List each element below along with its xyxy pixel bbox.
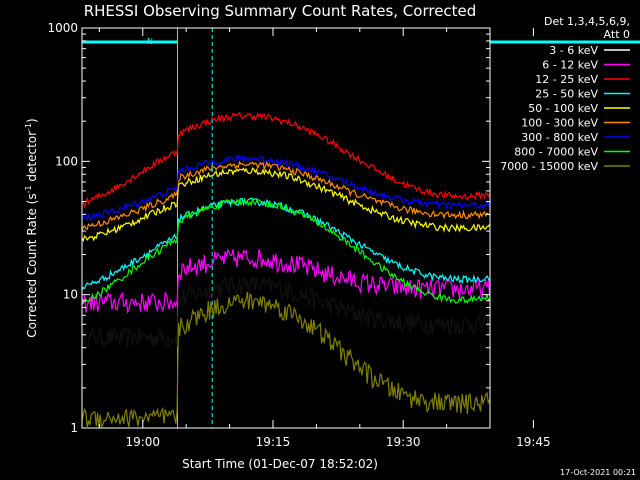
legend-label-6: 300 - 800 keV <box>521 131 598 144</box>
chart-title: RHESSI Observing Summary Count Rates, Co… <box>84 2 477 20</box>
series-line-8 <box>81 291 491 429</box>
x-tick-label-3: 19:45 <box>516 435 551 449</box>
legend-label-0: 3 - 6 keV <box>549 44 598 57</box>
series-line-5 <box>81 160 490 232</box>
series-line-0 <box>81 275 491 349</box>
x-tick-label-1: 19:15 <box>256 435 291 449</box>
y-tick-label-3: 1000 <box>47 21 78 35</box>
legend-label-1: 6 - 12 keV <box>542 59 598 72</box>
x-tick-label-2: 19:30 <box>386 435 421 449</box>
x-tick-label-0: 19:00 <box>125 435 160 449</box>
legend-label-8: 7000 - 15000 keV <box>500 160 598 173</box>
y-label-part1: Corrected Count Rate (s <box>25 193 39 337</box>
y-tick-label-0: 1 <box>70 421 78 435</box>
series-line-4 <box>81 167 491 243</box>
legend-label-5: 100 - 300 keV <box>521 117 598 130</box>
legend-label-2: 12 - 25 keV <box>535 73 598 86</box>
x-axis-label: Start Time (01-Dec-07 18:52:02) <box>182 457 378 471</box>
legend-label-3: 25 - 50 keV <box>535 88 598 101</box>
y-label-sup1: -1 <box>24 185 33 193</box>
y-tick-label-1: 10 <box>63 288 78 302</box>
legend-label-4: 50 - 100 keV <box>528 102 598 115</box>
y-label-sup2: -1 <box>24 123 33 131</box>
legend-label-7: 800 - 7000 keV <box>514 146 598 159</box>
legend-header-2: Att 0 <box>604 28 630 41</box>
series-line-7 <box>81 196 491 305</box>
y-axis: 1 10 100 1000 <box>47 21 490 435</box>
series-line-1 <box>81 248 491 314</box>
series-line-2 <box>81 111 491 209</box>
series-line-6 <box>81 153 491 223</box>
legend-header-1: Det 1,3,4,5,6,9, <box>544 15 630 28</box>
y-label-part3: ) <box>25 118 39 123</box>
plot-frame <box>81 27 491 429</box>
timestamp: 17-Oct-2021 00:21 <box>560 468 636 477</box>
y-axis-label: Corrected Count Rate (s-1 detector-1) <box>24 118 39 337</box>
y-tick-label-2: 100 <box>55 154 78 168</box>
y-label-part2: detector <box>25 131 39 186</box>
night-annotation: N <box>147 37 153 46</box>
plot-area <box>81 28 640 429</box>
